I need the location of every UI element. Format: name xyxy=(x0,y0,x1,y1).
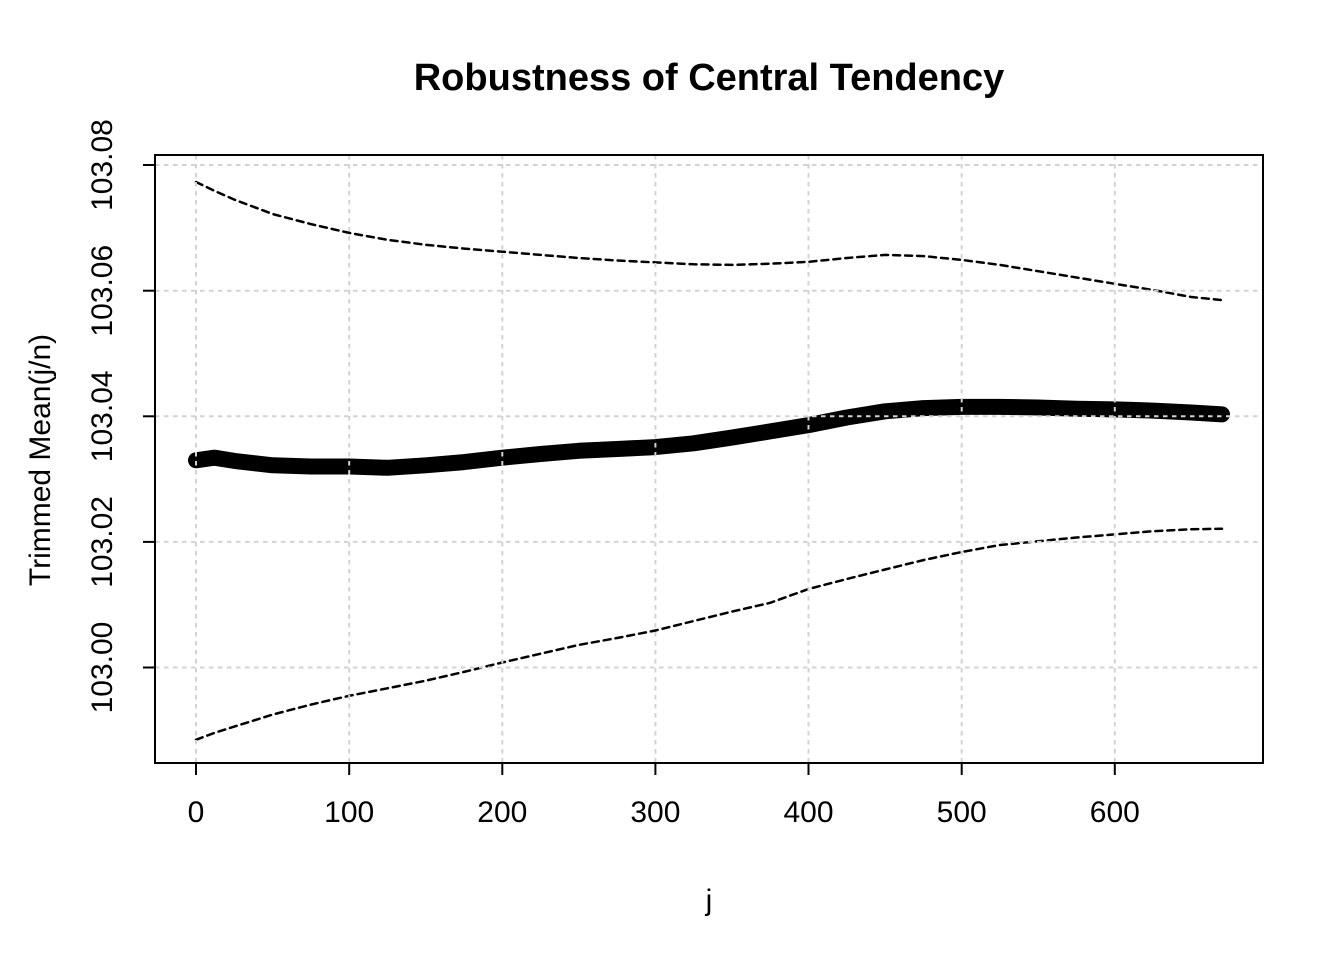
y-tick-label: 103.06 xyxy=(86,245,119,337)
x-tick-label: 400 xyxy=(783,796,833,829)
y-tick-label: 103.08 xyxy=(86,119,119,211)
x-tick-label: 200 xyxy=(477,796,527,829)
series-lower-band xyxy=(194,527,1224,742)
axis-ticks xyxy=(143,164,1116,775)
chart-title: Robustness of Central Tendency xyxy=(414,57,1005,99)
grid-layer xyxy=(155,155,1263,763)
y-tick-label: 103.04 xyxy=(86,370,119,462)
x-axis-title: j xyxy=(705,884,713,917)
x-tick-label: 100 xyxy=(324,796,374,829)
axis-tick-labels: 0 100 200 300 400 500 600 103.00 103.02 103.04 103… xyxy=(86,119,1140,829)
series-layer xyxy=(188,180,1230,742)
y-tick-label: 103.02 xyxy=(86,496,119,588)
y-axis-title: Trimmed Mean(j/n) xyxy=(24,334,57,586)
series-upper-band xyxy=(194,180,1224,302)
x-tick-label: 0 xyxy=(188,796,205,829)
x-tick-label: 500 xyxy=(937,796,987,829)
plot-border xyxy=(154,154,1264,764)
y-tick-label: 103.00 xyxy=(86,622,119,714)
x-tick-label: 300 xyxy=(630,796,680,829)
series-trimmed-mean xyxy=(188,398,1230,476)
x-tick-label: 600 xyxy=(1090,796,1140,829)
